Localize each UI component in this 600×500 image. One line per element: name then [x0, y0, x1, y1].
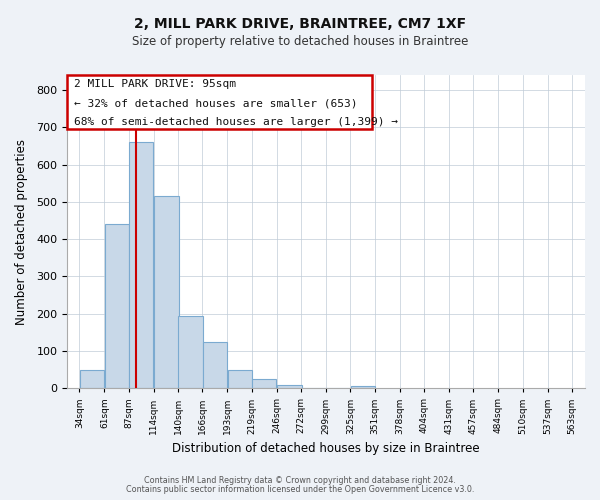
Bar — [252, 379, 277, 388]
Text: Size of property relative to detached houses in Braintree: Size of property relative to detached ho… — [132, 35, 468, 48]
Bar — [203, 342, 227, 388]
Bar — [80, 370, 104, 388]
Bar — [105, 224, 129, 388]
Text: ← 32% of detached houses are smaller (653): ← 32% of detached houses are smaller (65… — [74, 98, 358, 108]
Bar — [228, 370, 252, 388]
Text: 2 MILL PARK DRIVE: 95sqm: 2 MILL PARK DRIVE: 95sqm — [74, 79, 236, 89]
Bar — [277, 386, 302, 388]
Bar — [350, 386, 375, 388]
Bar — [154, 196, 179, 388]
Text: Contains HM Land Registry data © Crown copyright and database right 2024.: Contains HM Land Registry data © Crown c… — [144, 476, 456, 485]
Text: 68% of semi-detached houses are larger (1,399) →: 68% of semi-detached houses are larger (… — [74, 117, 398, 127]
X-axis label: Distribution of detached houses by size in Braintree: Distribution of detached houses by size … — [172, 442, 480, 455]
Bar — [129, 142, 154, 388]
Text: Contains public sector information licensed under the Open Government Licence v3: Contains public sector information licen… — [126, 484, 474, 494]
Y-axis label: Number of detached properties: Number of detached properties — [15, 138, 28, 324]
Bar — [178, 316, 203, 388]
Text: 2, MILL PARK DRIVE, BRAINTREE, CM7 1XF: 2, MILL PARK DRIVE, BRAINTREE, CM7 1XF — [134, 18, 466, 32]
